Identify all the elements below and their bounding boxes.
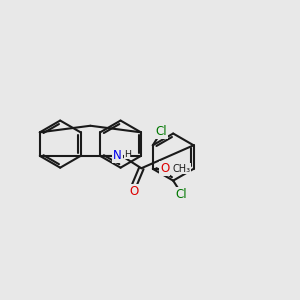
Text: N: N bbox=[113, 149, 122, 162]
Text: H: H bbox=[124, 150, 131, 159]
Text: Cl: Cl bbox=[176, 188, 187, 201]
Text: CH₃: CH₃ bbox=[172, 164, 190, 173]
Text: O: O bbox=[160, 162, 169, 175]
Text: O: O bbox=[129, 185, 138, 198]
Text: Cl: Cl bbox=[155, 125, 167, 138]
